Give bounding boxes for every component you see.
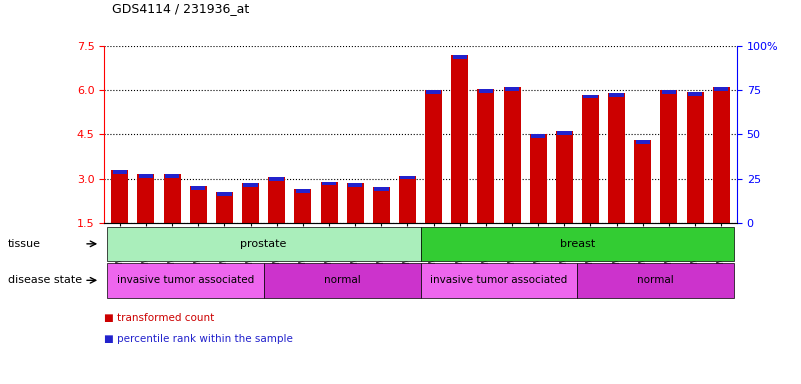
Bar xyxy=(426,90,441,94)
Text: normal: normal xyxy=(638,275,674,285)
Bar xyxy=(578,263,735,298)
Bar xyxy=(505,87,519,91)
Bar xyxy=(138,174,155,223)
Bar xyxy=(191,186,206,190)
Bar xyxy=(216,192,233,223)
Bar xyxy=(608,93,625,223)
Bar xyxy=(556,131,573,223)
Bar xyxy=(107,263,264,298)
Bar xyxy=(557,131,572,135)
Bar xyxy=(320,182,337,223)
Bar xyxy=(610,93,624,97)
Bar xyxy=(421,263,578,298)
Bar xyxy=(477,89,494,223)
Bar xyxy=(139,174,153,178)
Bar xyxy=(714,87,728,91)
Bar xyxy=(425,90,442,223)
Bar xyxy=(529,134,547,223)
Bar xyxy=(294,189,312,223)
Bar xyxy=(190,186,207,223)
Text: disease state: disease state xyxy=(8,275,83,285)
Bar xyxy=(451,55,469,223)
Text: invasive tumor associated: invasive tumor associated xyxy=(117,275,254,285)
Bar xyxy=(347,183,364,223)
Bar xyxy=(113,170,127,174)
Text: ■ transformed count: ■ transformed count xyxy=(104,313,215,323)
Bar xyxy=(400,175,415,179)
Bar xyxy=(688,92,702,96)
Bar xyxy=(296,189,310,193)
Bar xyxy=(269,177,284,181)
Bar xyxy=(348,183,362,187)
Bar xyxy=(583,95,598,98)
Bar xyxy=(165,174,179,178)
Bar xyxy=(634,140,651,223)
Text: ■ percentile rank within the sample: ■ percentile rank within the sample xyxy=(104,334,293,344)
Bar xyxy=(713,87,730,223)
Bar xyxy=(479,89,493,93)
Bar xyxy=(268,177,285,223)
Bar xyxy=(399,175,416,223)
Bar xyxy=(453,55,467,59)
Bar xyxy=(217,192,231,195)
Bar xyxy=(582,95,599,223)
Text: tissue: tissue xyxy=(8,239,41,249)
Text: breast: breast xyxy=(560,239,595,249)
Bar xyxy=(635,140,650,144)
Bar xyxy=(111,170,128,223)
Bar xyxy=(242,183,259,223)
Bar xyxy=(662,90,676,94)
Bar xyxy=(504,87,521,223)
Text: GDS4114 / 231936_at: GDS4114 / 231936_at xyxy=(112,2,249,15)
Text: prostate: prostate xyxy=(240,239,287,249)
Bar xyxy=(421,227,735,261)
Bar xyxy=(163,174,180,223)
Bar xyxy=(374,187,388,191)
Bar xyxy=(107,227,421,261)
Bar xyxy=(686,92,703,223)
Bar xyxy=(372,187,390,223)
Bar xyxy=(531,134,545,138)
Bar xyxy=(264,263,421,298)
Bar xyxy=(661,90,678,223)
Text: invasive tumor associated: invasive tumor associated xyxy=(430,275,568,285)
Bar xyxy=(244,183,258,187)
Bar xyxy=(322,182,336,185)
Text: normal: normal xyxy=(324,275,360,285)
